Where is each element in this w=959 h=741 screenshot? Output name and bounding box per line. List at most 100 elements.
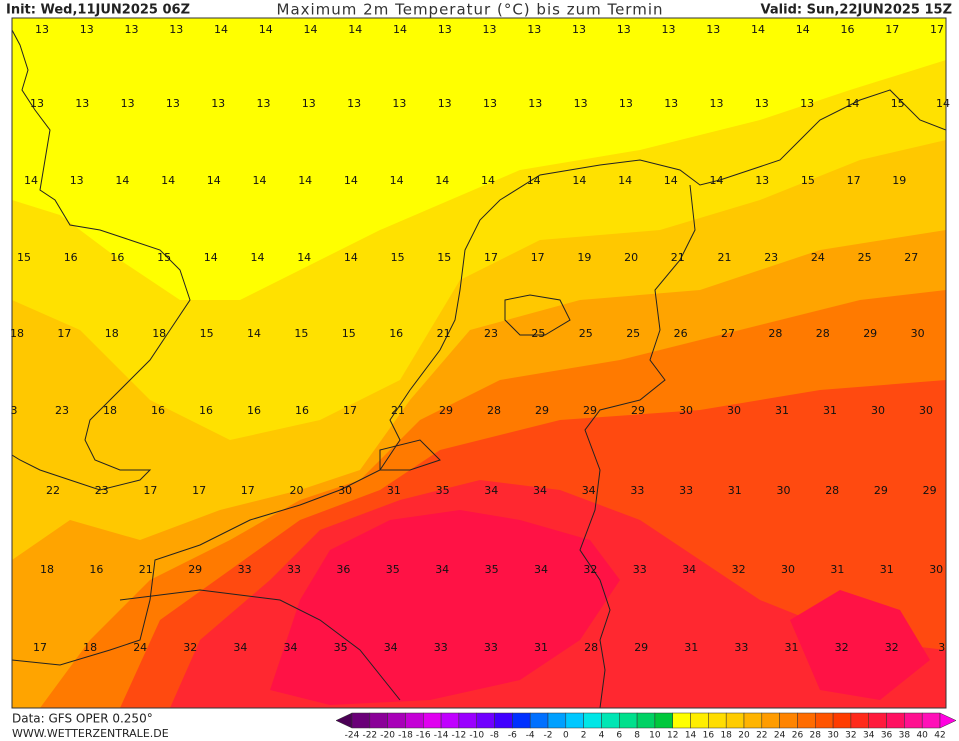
temperature-field — [12, 18, 946, 708]
temperature-label: 13 — [75, 97, 89, 110]
temperature-label: 18 — [103, 404, 117, 417]
website: WWW.WETTERZENTRALE.DE — [12, 727, 169, 740]
temperature-label: 13 — [80, 23, 94, 36]
temperature-label: 14 — [115, 174, 129, 187]
temperature-label: 31 — [785, 641, 799, 654]
temperature-label: 26 — [674, 327, 688, 340]
temperature-label: 17 — [343, 404, 357, 417]
temperature-label: 31 — [830, 563, 844, 576]
scale-tick-label: 4 — [599, 731, 605, 741]
scale-tick-label: 40 — [916, 731, 928, 741]
scale-box — [868, 712, 887, 729]
scale-tick-label: 2 — [581, 731, 587, 741]
temperature-label: 33 — [679, 484, 693, 497]
temperature-label: 14 — [304, 23, 318, 36]
temperature-label: 14 — [796, 23, 810, 36]
valid-time: Valid: Sun,22JUN2025 15Z — [761, 3, 952, 18]
temperature-label: 34 — [484, 484, 498, 497]
temperature-label: 21 — [139, 563, 153, 576]
temperature-label: 15 — [891, 97, 905, 110]
temperature-label: 13 — [483, 23, 497, 36]
scale-box — [743, 712, 763, 729]
temperature-label: 34 — [533, 484, 547, 497]
scale-box — [494, 712, 513, 729]
temperature-label: 31 — [823, 404, 837, 417]
scale-tick-label: -20 — [380, 731, 395, 741]
temperature-label: 31 — [728, 484, 742, 497]
temperature-label: 32 — [732, 563, 746, 576]
temperature-label: 29 — [923, 484, 937, 497]
temperature-label: 15 — [342, 327, 356, 340]
scale-box — [387, 712, 406, 729]
temperature-label: 14 — [390, 174, 404, 187]
scale-box — [405, 712, 424, 729]
temperature-label: 20 — [290, 484, 304, 497]
temperature-label: 29 — [631, 404, 645, 417]
scale-box — [440, 712, 460, 729]
temperature-label: 14 — [161, 174, 175, 187]
temperature-label: 14 — [936, 97, 950, 110]
scale-box — [850, 712, 869, 729]
scale-tick-label: 12 — [667, 731, 678, 741]
temperature-label: 35 — [334, 641, 348, 654]
temperature-label: 29 — [535, 404, 549, 417]
temperature-label: 15 — [391, 251, 405, 264]
temperature-label: 13 — [35, 23, 49, 36]
temperature-label: 32 — [183, 641, 197, 654]
scale-tick-label: -22 — [362, 731, 377, 741]
temperature-label: 13 — [302, 97, 316, 110]
temperature-label: 14 — [251, 251, 265, 264]
temperature-label: 14 — [572, 174, 586, 187]
temperature-label: 14 — [481, 174, 495, 187]
temperature-label: 28 — [816, 327, 830, 340]
temperature-label: 31 — [775, 404, 789, 417]
temperature-label: 13 — [392, 97, 406, 110]
temperature-label: 13 — [528, 97, 542, 110]
temperature-label: 34 — [233, 641, 247, 654]
scale-arrow — [939, 712, 957, 729]
temperature-label: 17 — [33, 641, 47, 654]
temperature-label: 33 — [434, 641, 448, 654]
temperature-label: 21 — [437, 327, 451, 340]
scale-tick-label: 18 — [720, 731, 732, 741]
temperature-label: 22 — [46, 484, 60, 497]
temperature-label: 33 — [484, 641, 498, 654]
temperature-label: 30 — [871, 404, 885, 417]
temperature-label: 31 — [387, 484, 401, 497]
temperature-label: 16 — [295, 404, 309, 417]
temperature-label: 14 — [344, 251, 358, 264]
scale-box — [886, 712, 905, 729]
temperature-label: 31 — [534, 641, 548, 654]
temperature-label: 24 — [811, 251, 825, 264]
temperature-label: 33 — [287, 563, 301, 576]
temperature-label: 31 — [880, 563, 894, 576]
temperature-label: 24 — [133, 641, 147, 654]
scale-box — [369, 712, 388, 729]
scale-tick-label: -4 — [526, 731, 535, 741]
temperature-label: 13 — [800, 97, 814, 110]
scale-box — [565, 712, 584, 729]
scale-tick-label: 8 — [634, 731, 640, 741]
temperature-label: 31 — [684, 641, 698, 654]
scale-box — [547, 712, 567, 729]
temperature-label: 13 — [755, 97, 769, 110]
temperature-label: 23 — [55, 404, 69, 417]
temperature-label: 29 — [188, 563, 202, 576]
temperature-label: 17 — [885, 23, 899, 36]
temperature-label: 17 — [847, 174, 861, 187]
scale-box — [351, 712, 371, 729]
scale-box — [583, 712, 602, 729]
scale-box — [832, 712, 852, 729]
temperature-label: 29 — [874, 484, 888, 497]
temperature-label: 14 — [664, 174, 678, 187]
scale-box — [708, 712, 727, 729]
temperature-label: 16 — [247, 404, 261, 417]
scale-tick-label: 42 — [934, 731, 945, 741]
temperature-label: 21 — [718, 251, 732, 264]
scale-tick-label: 16 — [703, 731, 715, 741]
temperature-label: 30 — [911, 327, 925, 340]
scale-box — [725, 712, 745, 729]
temperature-label: 28 — [584, 641, 598, 654]
scale-tick-label: -2 — [544, 731, 553, 741]
